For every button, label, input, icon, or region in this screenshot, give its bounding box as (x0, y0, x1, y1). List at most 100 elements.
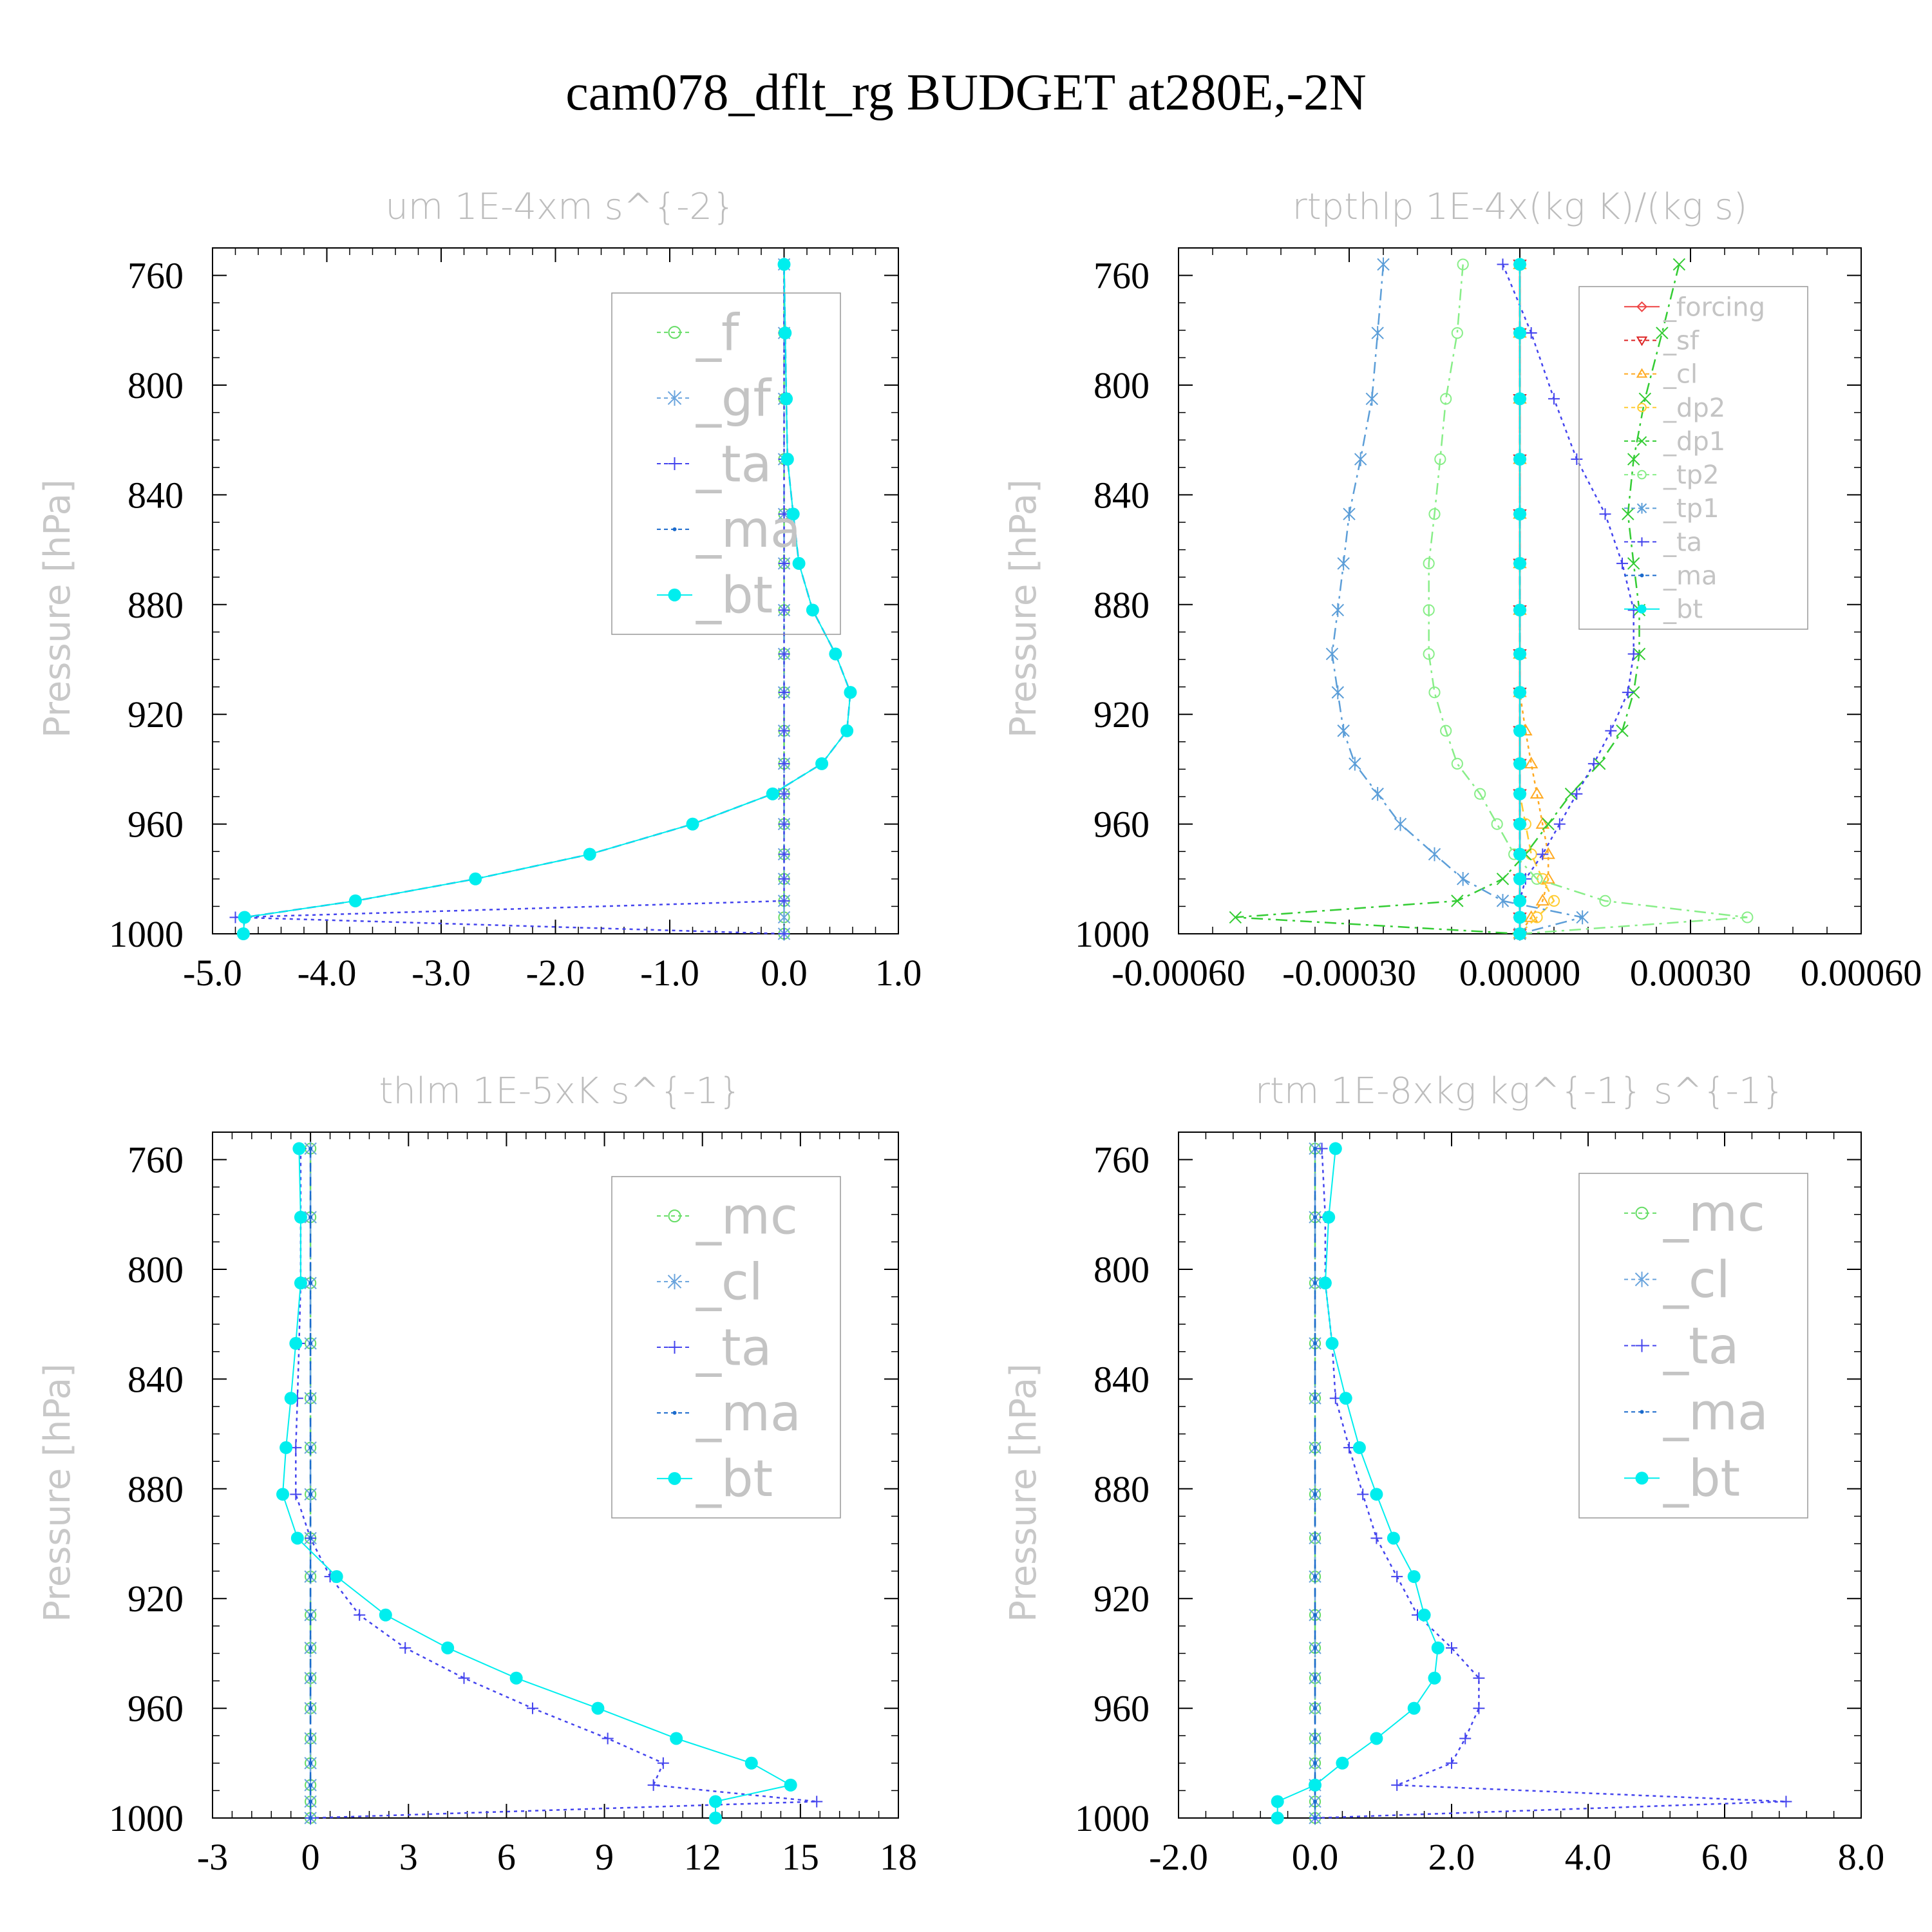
legend-label: _bt (696, 1450, 773, 1508)
legend-label: _dp2 (1663, 393, 1725, 423)
data-point-bt (1325, 1337, 1339, 1350)
legend-marker (1637, 402, 1647, 413)
data-point-ta (778, 848, 790, 860)
data-point-bt (1513, 392, 1526, 406)
data-point-bt (441, 1641, 455, 1654)
data-point-bt (1387, 1531, 1400, 1545)
data-point-bt (784, 1778, 797, 1792)
data-point-bt (1407, 1570, 1421, 1584)
legend-label: _forcing (1663, 292, 1765, 322)
x-tick-label: 1.0 (875, 952, 922, 994)
data-point-ta (811, 1795, 823, 1808)
data-point-ma (308, 1783, 313, 1787)
legend-label: _dp1 (1663, 427, 1725, 457)
series-line-tp1 (1331, 264, 1583, 935)
x-tick-label: -3.0 (412, 952, 471, 994)
data-point-ta (647, 1779, 659, 1791)
legend-label: _gf (696, 370, 772, 428)
data-point-tp2 (1599, 895, 1611, 907)
data-point-bt (779, 327, 792, 340)
data-point-bt (1417, 1608, 1431, 1622)
data-point-bt (509, 1671, 523, 1685)
data-point-tp2 (1457, 258, 1469, 270)
data-point-tp2 (1428, 508, 1441, 520)
data-point-dp1 (1496, 873, 1510, 886)
data-point-bt (1339, 1392, 1352, 1405)
data-point-bt (1513, 258, 1526, 271)
data-point-ta (1627, 648, 1640, 660)
x-tick-label: 3 (399, 1836, 418, 1878)
legend-marker (1636, 301, 1647, 312)
x-tick-label: -3 (197, 1836, 228, 1878)
data-point-ta (1459, 1732, 1472, 1745)
data-point-bt (1513, 817, 1526, 831)
x-tick-label: 9 (595, 1836, 614, 1878)
legend-marker (1635, 1206, 1649, 1220)
y-tick-label: 760 (1094, 255, 1150, 297)
legend-label: _cl (696, 1253, 763, 1311)
y-tick-label: 840 (128, 474, 184, 516)
data-point-ma (1313, 1445, 1317, 1450)
panel-title-rtpthlp: rtpthlp 1E-4x(kg K)/(kg s) (1293, 186, 1748, 228)
legend-label: _mc (1663, 1185, 1765, 1243)
data-point-ma (1313, 1492, 1317, 1497)
data-point-tp1 (1371, 786, 1384, 801)
data-point-bt (292, 1142, 306, 1155)
data-point-bt (1329, 1142, 1342, 1155)
panel-title-um: um 1E-4xm s^{-2} (385, 186, 735, 228)
legend-label: _mc (696, 1188, 798, 1245)
y-tick-label: 840 (1094, 474, 1150, 516)
panel-thlm: thlm 1E-5xK s^{-1} Pressure [hPa] -3 0 3 6 9… (37, 1070, 917, 1878)
data-point-bt (1513, 327, 1526, 340)
data-point-cl (1535, 893, 1550, 906)
data-point-ta (1587, 757, 1600, 770)
data-point-tp2 (1428, 687, 1441, 699)
data-point-ma (308, 1215, 313, 1220)
data-point-ma (308, 1761, 313, 1765)
data-point-cl (1541, 847, 1555, 859)
legend-label: _bt (696, 567, 773, 625)
series-line-dp2 (1519, 264, 1555, 934)
legend-marker (668, 1341, 681, 1354)
data-point-bt (1513, 894, 1526, 907)
legend-marker (1640, 573, 1644, 578)
data-point-bt (709, 1812, 722, 1824)
data-point-ma (308, 1396, 313, 1401)
data-point-bt (238, 911, 251, 924)
data-point-ma (308, 1575, 313, 1579)
data-point-ta (1622, 687, 1634, 699)
data-point-ma (308, 1445, 313, 1450)
data-point-ma (308, 1736, 313, 1741)
legend-label: _tp1 (1663, 494, 1719, 524)
legend-marker (667, 390, 682, 406)
data-point-ta (1391, 1571, 1403, 1583)
data-point-dp1 (1627, 557, 1640, 570)
data-point-ta (1605, 724, 1617, 737)
legend-marker (1636, 336, 1648, 346)
legend-marker (667, 1274, 682, 1290)
data-point-ta (1525, 327, 1537, 339)
data-point-tp2 (1423, 557, 1435, 570)
data-point-ta (601, 1732, 614, 1745)
y-axis-label-um: Pressure [hPa] (37, 479, 79, 738)
data-point-ma (1313, 1575, 1317, 1579)
y-tick-label: 960 (1094, 1688, 1150, 1730)
data-point-bt (289, 1337, 303, 1350)
data-point-tp2 (1423, 648, 1435, 660)
data-point-dp1 (1656, 327, 1669, 339)
legend-label: _bt (1663, 595, 1703, 625)
x-tick-label: 6.0 (1701, 1836, 1748, 1878)
y-tick-label: 800 (1094, 1249, 1150, 1291)
series-line-tp2 (1428, 264, 1748, 935)
data-point-tp2 (1531, 873, 1543, 885)
legend-label: _ma (696, 501, 801, 559)
data-point-ma (1313, 1215, 1317, 1220)
data-point-tp1 (1331, 603, 1345, 618)
data-point-gf (777, 910, 791, 925)
data-point-bt (294, 1211, 307, 1224)
data-point-ta (1391, 1779, 1403, 1791)
data-point-ma (1313, 1613, 1317, 1617)
legend-label: _cl (1663, 1251, 1730, 1309)
data-point-bt (379, 1608, 392, 1622)
